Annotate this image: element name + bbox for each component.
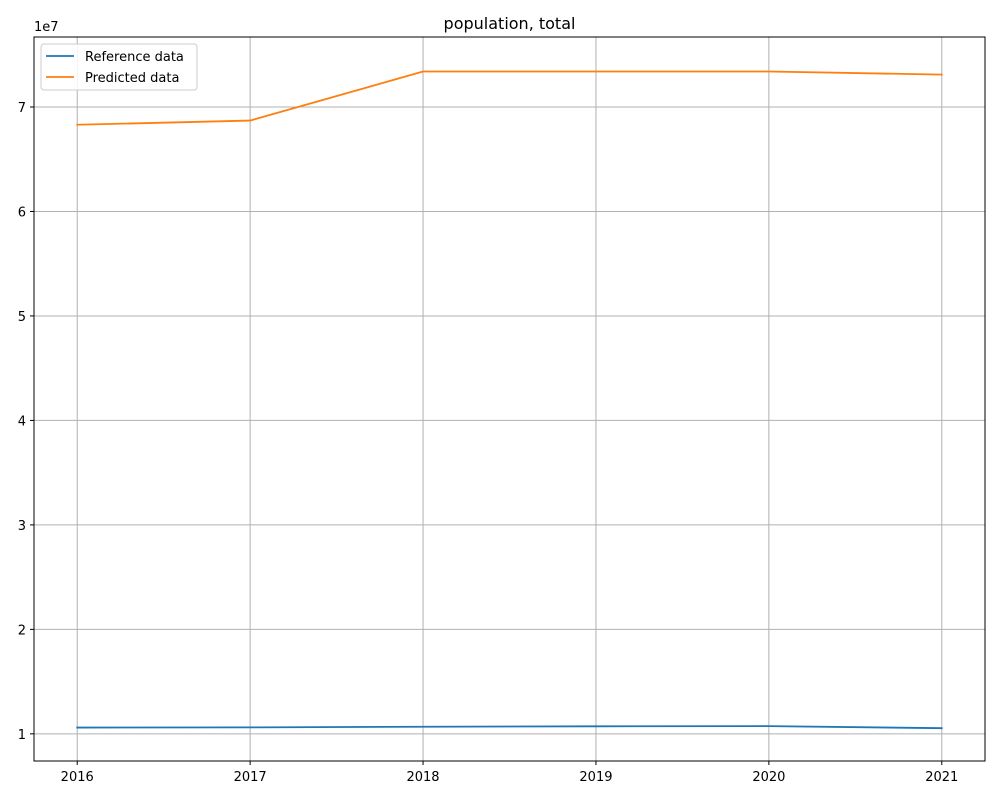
x-tick-label: 2021: [925, 770, 958, 785]
y-tick-label: 7: [18, 101, 26, 116]
chart-title: population, total: [444, 14, 576, 33]
legend-label: Predicted data: [85, 71, 179, 86]
x-tick-label: 2016: [61, 770, 94, 785]
y-tick-label: 5: [18, 310, 26, 325]
y-tick-label: 4: [18, 414, 26, 429]
y-tick-label: 6: [18, 205, 26, 220]
y-scale-label: 1e7: [34, 20, 59, 35]
y-tick-label: 3: [18, 519, 26, 534]
y-tick-label: 1: [18, 728, 26, 743]
legend-label: Reference data: [85, 50, 184, 65]
legend: Reference data Predicted data: [41, 44, 197, 90]
x-tick-label: 2017: [234, 770, 267, 785]
x-tick-label: 2020: [752, 770, 785, 785]
x-tick-label: 2018: [406, 770, 439, 785]
y-tick-label: 2: [18, 623, 26, 638]
x-tick-label: 2019: [579, 770, 612, 785]
